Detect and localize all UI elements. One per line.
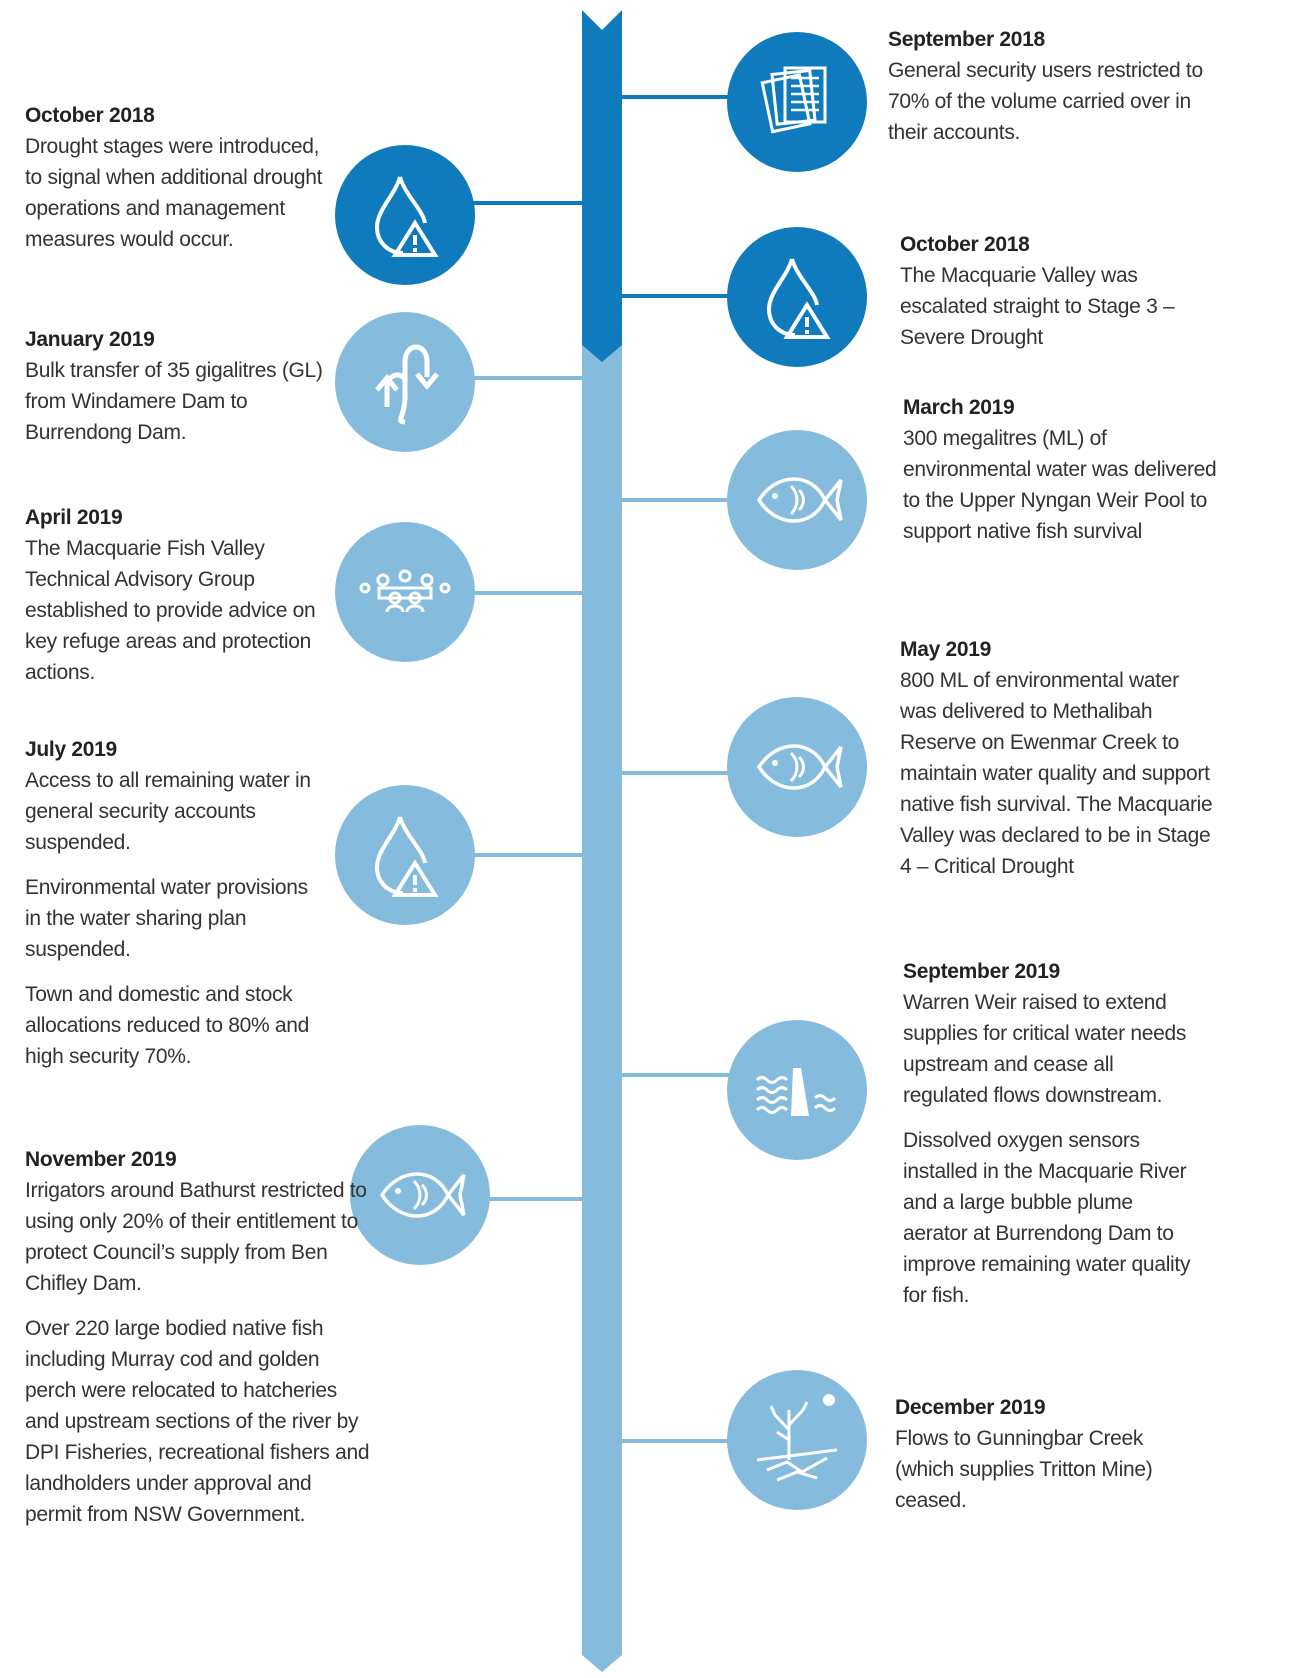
icon xyxy=(379,1172,466,1218)
icon xyxy=(760,66,827,134)
icon-circle xyxy=(727,227,867,367)
event-date: October 2018 xyxy=(25,104,155,127)
event: April 2019 The Macquarie Fish Valley Tech… xyxy=(25,502,325,702)
icon-circle xyxy=(727,1370,867,1510)
spine-upper xyxy=(582,10,622,362)
event-date: January 2019 xyxy=(25,328,155,351)
event-description: The Macquarie Fish Valley Technical Advi… xyxy=(25,537,316,684)
event-description: Environmental water provisions in the wa… xyxy=(25,876,308,961)
event: May 2019 800 ML of environmental water wa… xyxy=(900,634,1220,896)
event-date: December 2019 xyxy=(895,1396,1046,1419)
event-description: The Macquarie Valley was escalated strai… xyxy=(900,264,1175,349)
event-date: April 2019 xyxy=(25,506,123,529)
event-date: May 2019 xyxy=(900,638,992,661)
icon-circles xyxy=(335,32,867,1510)
event-date: September 2019 xyxy=(903,960,1060,983)
event: July 2019 Access to all remaining water i… xyxy=(25,734,315,1086)
event: October 2018 Drought stages were introduc… xyxy=(25,100,325,269)
event: October 2018 The Macquarie Valley was esc… xyxy=(900,229,1220,367)
event-description: Irrigators around Bathurst restricted to… xyxy=(25,1179,367,1295)
event-description: Flows to Gunningbar Creek (which supplie… xyxy=(895,1427,1153,1512)
icon-circle xyxy=(335,785,475,925)
event-description: Access to all remaining water in general… xyxy=(25,769,311,854)
icon xyxy=(756,1394,838,1482)
event-description: Warren Weir raised to extend supplies fo… xyxy=(903,991,1187,1107)
event: March 2019 300 megalitres (ML) of environ… xyxy=(903,392,1223,561)
icon xyxy=(375,344,439,425)
event-date: November 2019 xyxy=(25,1148,177,1171)
event: September 2019 Warren Weir raised to exte… xyxy=(903,956,1193,1325)
icon xyxy=(359,569,451,613)
event-description: Over 220 large bodied native fish includ… xyxy=(25,1317,370,1526)
icon-circle xyxy=(335,145,475,285)
event-date: September 2018 xyxy=(888,28,1045,51)
icon xyxy=(756,744,843,790)
connectors xyxy=(473,95,729,1443)
event-date: July 2019 xyxy=(25,738,117,761)
icon xyxy=(766,258,831,339)
event-description: 800 ML of environmental water was delive… xyxy=(900,669,1213,878)
event-description: Drought stages were introduced, to signa… xyxy=(25,135,323,251)
event: September 2018 General security users res… xyxy=(888,24,1218,162)
icon xyxy=(374,816,439,897)
event-date: March 2019 xyxy=(903,396,1015,419)
icon xyxy=(374,176,439,257)
event-description: Bulk transfer of 35 gigalitres (GL) from… xyxy=(25,359,323,444)
event-description: Town and domestic and stock allocations … xyxy=(25,983,310,1068)
event: December 2019 Flows to Gunningbar Creek (… xyxy=(895,1392,1195,1530)
event: November 2019 Irrigators around Bathurst … xyxy=(25,1144,370,1544)
spine-lower xyxy=(582,335,622,1672)
icon-circle xyxy=(335,522,475,662)
icon xyxy=(756,477,843,523)
event-description: General security users restricted to 70%… xyxy=(888,59,1203,144)
event: January 2019 Bulk transfer of 35 gigalitr… xyxy=(25,324,325,462)
event-description: 300 megalitres (ML) of environmental wat… xyxy=(903,427,1217,543)
event-date: October 2018 xyxy=(900,233,1030,256)
icon xyxy=(755,1068,837,1116)
event-description: Dissolved oxygen sensors installed in th… xyxy=(903,1129,1191,1307)
